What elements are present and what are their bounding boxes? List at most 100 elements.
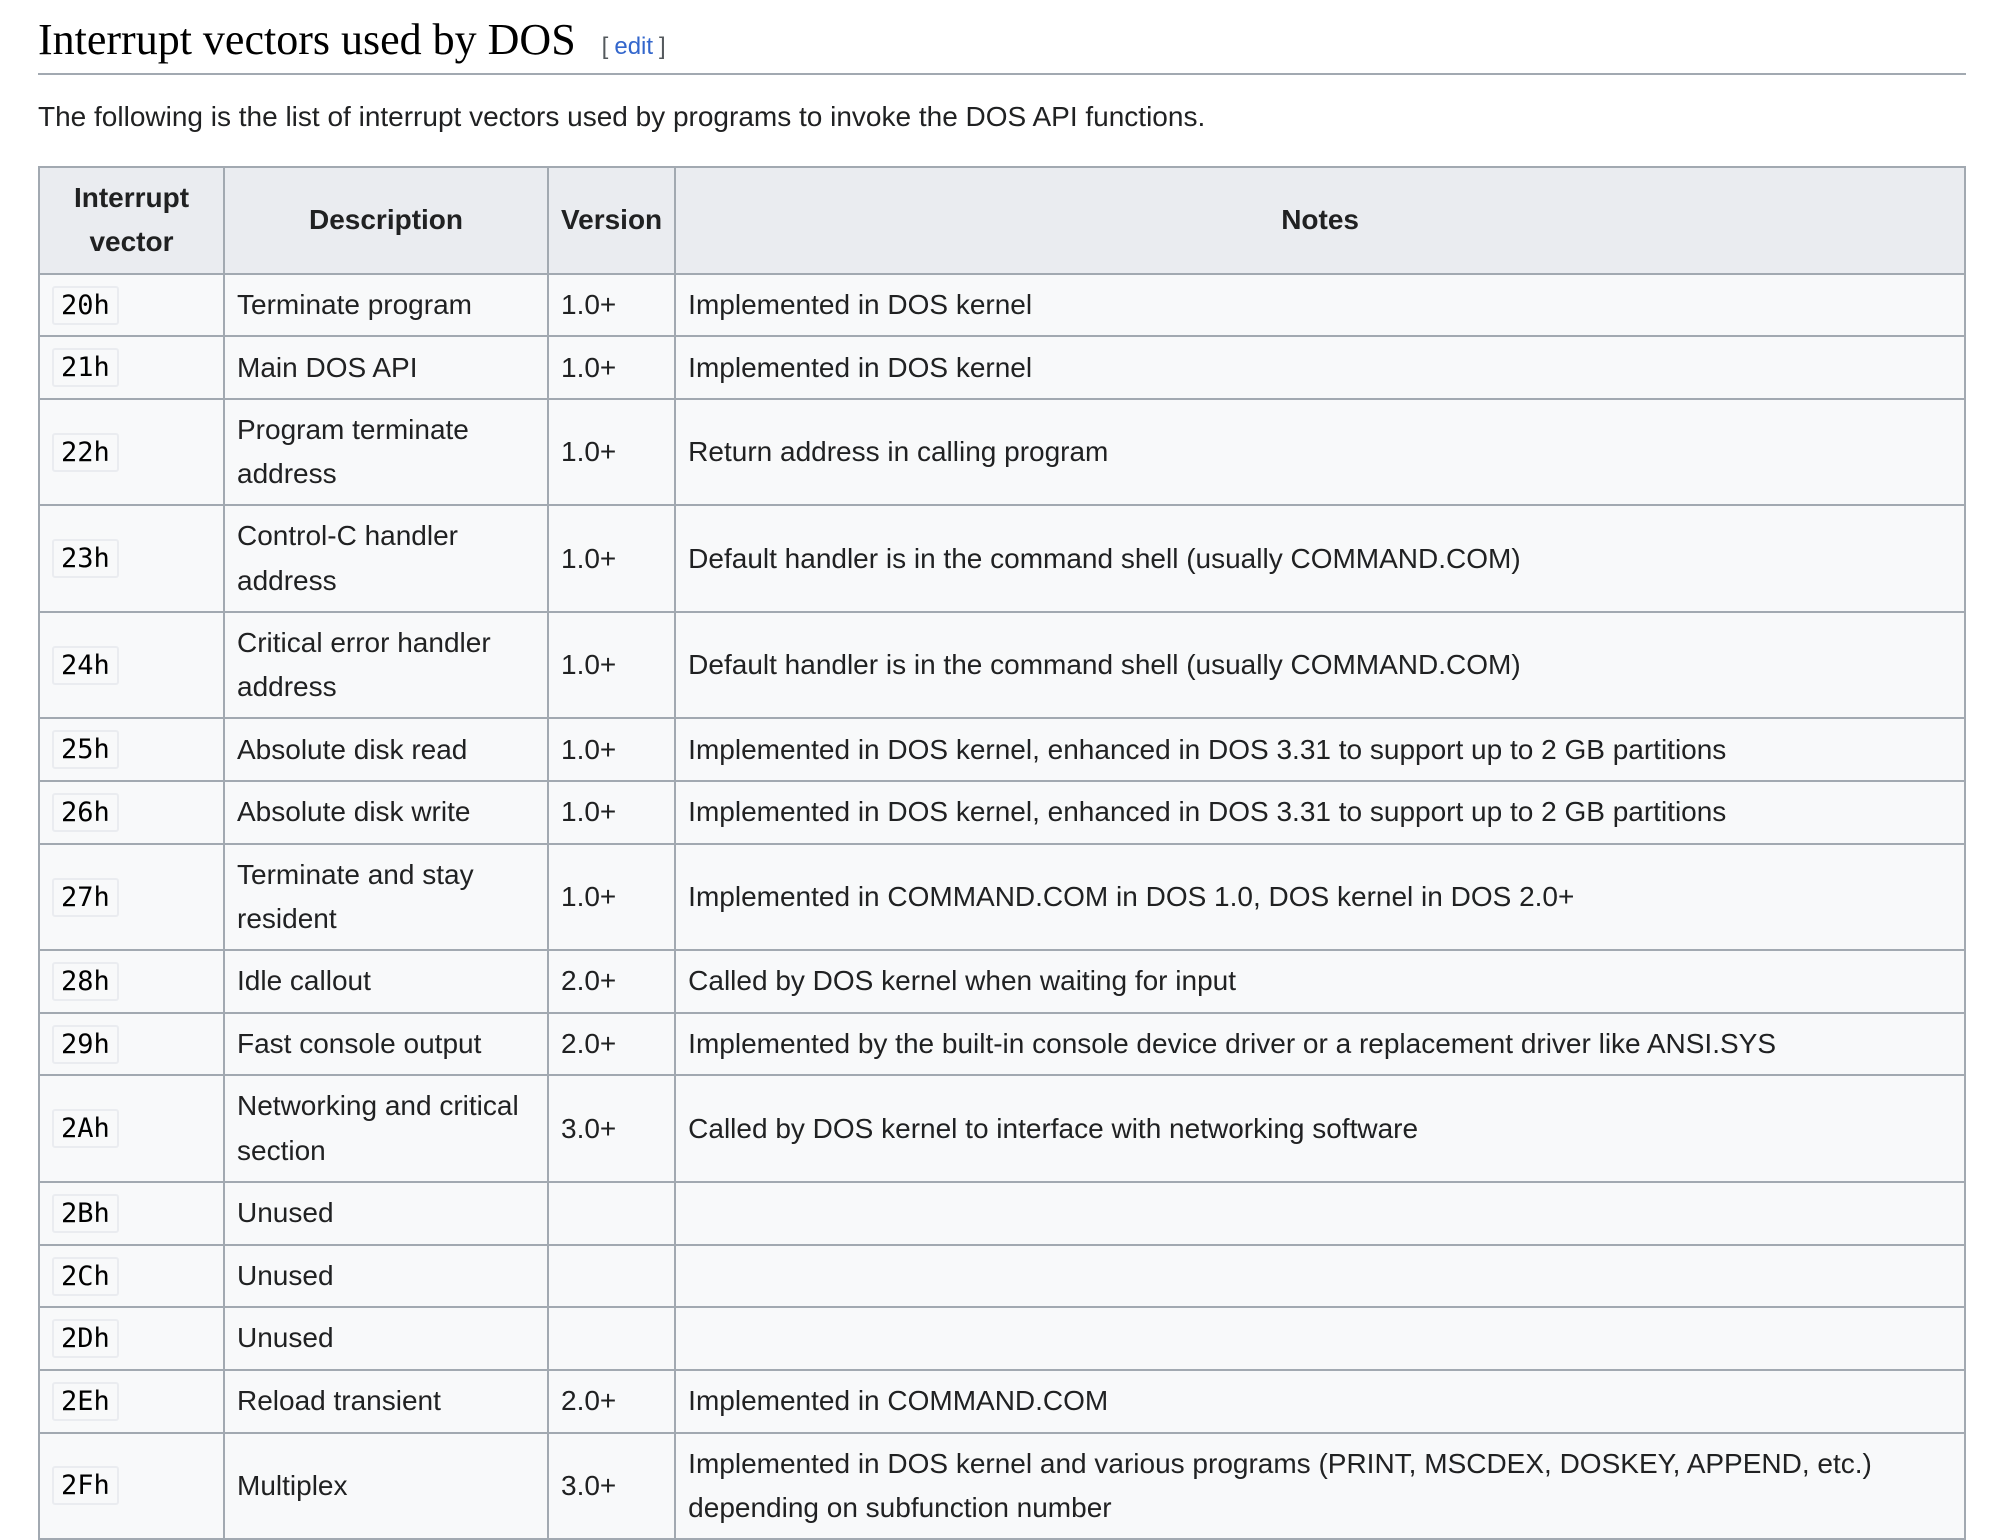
vector-code: 2Fh	[52, 1466, 119, 1506]
table-header-row: Interrupt vector Description Version Not…	[38, 166, 1966, 275]
edit-section: [edit]	[602, 33, 666, 61]
notes-cell: Implemented in COMMAND.COM in DOS 1.0, D…	[674, 842, 1966, 952]
version-cell	[546, 1243, 677, 1309]
description-cell: Unused	[223, 1306, 549, 1371]
vector-cell: 22h	[38, 397, 225, 507]
description-cell: Multiplex	[223, 1431, 549, 1540]
vector-cell: 23h	[38, 504, 225, 613]
header-notes: Notes	[674, 166, 1966, 275]
interrupt-vectors-table: Interrupt vector Description Version Not…	[38, 166, 1966, 1540]
notes-cell: Implemented by the built-in console devi…	[674, 1011, 1966, 1077]
vector-cell: 2Ch	[38, 1243, 225, 1309]
vector-code: 2Bh	[52, 1193, 119, 1233]
version-cell: 1.0+	[546, 397, 677, 507]
vector-cell: 2Eh	[38, 1368, 225, 1434]
description-cell: Main DOS API	[223, 335, 549, 400]
notes-cell: Default handler is in the command shell …	[674, 610, 1966, 720]
table-row: 20h Terminate program 1.0+ Implemented i…	[38, 272, 1966, 338]
header-description: Description	[223, 166, 549, 275]
vector-cell: 29h	[38, 1011, 225, 1077]
table-row: 23h Control-C handler address 1.0+ Defau…	[38, 504, 1966, 613]
table-row: 27h Terminate and stay resident 1.0+ Imp…	[38, 842, 1966, 952]
description-cell: Unused	[223, 1243, 549, 1309]
table-row: 22h Program terminate address 1.0+ Retur…	[38, 397, 1966, 507]
section-title: Interrupt vectors used by DOS	[38, 15, 576, 64]
vector-code: 25h	[52, 730, 119, 770]
vector-code: 28h	[52, 962, 119, 1002]
vector-cell: 27h	[38, 842, 225, 952]
version-cell: 2.0+	[546, 1368, 677, 1434]
edit-bracket-open: [	[601, 33, 609, 60]
notes-cell: Implemented in DOS kernel, enhanced in D…	[674, 780, 1966, 845]
vector-code: 2Eh	[52, 1381, 119, 1421]
notes-cell	[674, 1180, 1966, 1246]
notes-cell: Implemented in COMMAND.COM	[674, 1368, 1966, 1434]
vector-code: 27h	[52, 877, 119, 917]
notes-cell: Return address in calling program	[674, 397, 1966, 507]
vector-code: 2Ch	[52, 1256, 119, 1296]
vector-cell: 2Dh	[38, 1306, 225, 1371]
vector-code: 20h	[52, 285, 119, 325]
description-cell: Control-C handler address	[223, 504, 549, 613]
description-cell: Program terminate address	[223, 397, 549, 507]
vector-cell: 28h	[38, 949, 225, 1014]
edit-link[interactable]: edit	[614, 33, 654, 60]
description-cell: Terminate program	[223, 272, 549, 338]
section-heading-row: Interrupt vectors used by DOS [edit]	[38, 12, 1966, 75]
version-cell: 1.0+	[546, 842, 677, 952]
vector-cell: 26h	[38, 780, 225, 845]
version-cell: 1.0+	[546, 504, 677, 613]
table-row: 2Bh Unused	[38, 1180, 1966, 1246]
vector-cell: 2Fh	[38, 1431, 225, 1540]
vector-cell: 25h	[38, 717, 225, 783]
version-cell	[546, 1306, 677, 1371]
version-cell	[546, 1180, 677, 1246]
notes-cell: Implemented in DOS kernel, enhanced in D…	[674, 717, 1966, 783]
description-cell: Critical error handler address	[223, 610, 549, 720]
notes-cell	[674, 1243, 1966, 1309]
version-cell: 1.0+	[546, 717, 677, 783]
version-cell: 3.0+	[546, 1431, 677, 1540]
vector-code: 26h	[52, 793, 119, 833]
table-row: 28h Idle callout 2.0+ Called by DOS kern…	[38, 949, 1966, 1014]
version-cell: 1.0+	[546, 272, 677, 338]
description-cell: Idle callout	[223, 949, 549, 1014]
vector-cell: 2Bh	[38, 1180, 225, 1246]
table-row: 2Ah Networking and critical section 3.0+…	[38, 1074, 1966, 1183]
version-cell: 2.0+	[546, 1011, 677, 1077]
notes-cell: Called by DOS kernel to interface with n…	[674, 1074, 1966, 1183]
notes-cell: Called by DOS kernel when waiting for in…	[674, 949, 1966, 1014]
notes-cell: Implemented in DOS kernel and various pr…	[674, 1431, 1966, 1540]
vector-code: 2Dh	[52, 1319, 119, 1359]
version-cell: 1.0+	[546, 335, 677, 400]
intro-paragraph: The following is the list of interrupt v…	[38, 101, 1206, 132]
vector-cell: 24h	[38, 610, 225, 720]
vector-cell: 20h	[38, 272, 225, 338]
notes-cell	[674, 1306, 1966, 1371]
notes-cell: Implemented in DOS kernel	[674, 335, 1966, 400]
description-cell: Fast console output	[223, 1011, 549, 1077]
vector-code: 2Ah	[52, 1109, 119, 1149]
vector-code: 24h	[52, 645, 119, 685]
vector-code: 23h	[52, 539, 119, 579]
vector-cell: 21h	[38, 335, 225, 400]
table-row: 24h Critical error handler address 1.0+ …	[38, 610, 1966, 720]
table-row: 2Dh Unused	[38, 1306, 1966, 1371]
table-row: 2Ch Unused	[38, 1243, 1966, 1309]
table-row: 21h Main DOS API 1.0+ Implemented in DOS…	[38, 335, 1966, 400]
description-cell: Networking and critical section	[223, 1074, 549, 1183]
version-cell: 2.0+	[546, 949, 677, 1014]
description-cell: Reload transient	[223, 1368, 549, 1434]
description-cell: Unused	[223, 1180, 549, 1246]
version-cell: 1.0+	[546, 780, 677, 845]
description-cell: Terminate and stay resident	[223, 842, 549, 952]
description-cell: Absolute disk read	[223, 717, 549, 783]
notes-cell: Default handler is in the command shell …	[674, 504, 1966, 613]
version-cell: 3.0+	[546, 1074, 677, 1183]
table-row: 26h Absolute disk write 1.0+ Implemented…	[38, 780, 1966, 845]
table-row: 29h Fast console output 2.0+ Implemented…	[38, 1011, 1966, 1077]
header-interrupt-vector: Interrupt vector	[38, 166, 225, 275]
description-cell: Absolute disk write	[223, 780, 549, 845]
vector-cell: 2Ah	[38, 1074, 225, 1183]
